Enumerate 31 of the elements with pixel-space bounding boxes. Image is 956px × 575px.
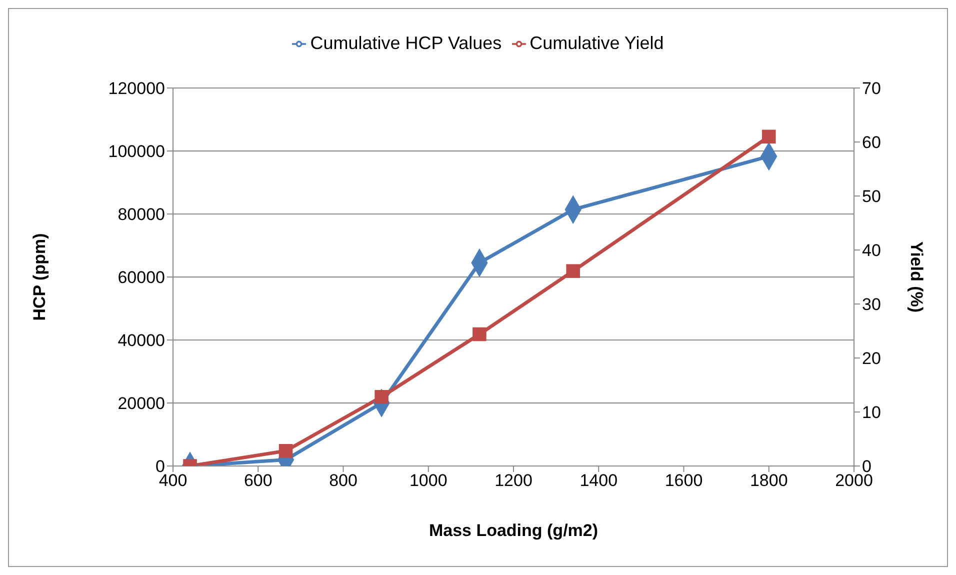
y2-axis-title: Yield (%) (906, 241, 926, 313)
x-tick-label: 1000 (409, 471, 448, 490)
legend-label: Cumulative HCP Values (310, 33, 502, 53)
y2-tick-label: 30 (862, 295, 881, 314)
point (762, 130, 776, 144)
y2-tick-label: 40 (862, 241, 881, 260)
x-axis-title: Mass Loading (g/m2) (428, 521, 598, 540)
y-tick-label: 20000 (118, 394, 165, 414)
x-tick-label: 1800 (750, 471, 788, 490)
x-tick-label: 400 (158, 471, 188, 490)
y2-tick-label: 10 (862, 403, 881, 422)
point (278, 444, 293, 458)
y-tick-label: 100000 (108, 142, 165, 162)
y-tick-label: 120000 (108, 79, 165, 98)
x-tick-label: 1400 (580, 471, 618, 490)
x-tick-label: 1600 (664, 471, 703, 490)
x-tick-label: 1200 (494, 471, 532, 490)
legend-label: Cumulative Yield (530, 33, 664, 53)
y-tick-label: 60000 (118, 268, 165, 288)
x-tick-label: 800 (329, 471, 358, 490)
y2-tick-label: 60 (862, 133, 881, 152)
y-axis-title: HCP (ppm) (30, 233, 50, 321)
y2-tick-label: 70 (862, 79, 881, 98)
x-tick-label: 2000 (835, 471, 873, 490)
point (472, 327, 486, 342)
y2-tick-label: 20 (862, 349, 881, 368)
y-tick-label: 80000 (118, 205, 165, 224)
point (566, 264, 580, 278)
y2-tick-label: 50 (862, 187, 881, 206)
x-tick-label: 600 (244, 471, 272, 490)
y-tick-label: 40000 (118, 331, 165, 350)
